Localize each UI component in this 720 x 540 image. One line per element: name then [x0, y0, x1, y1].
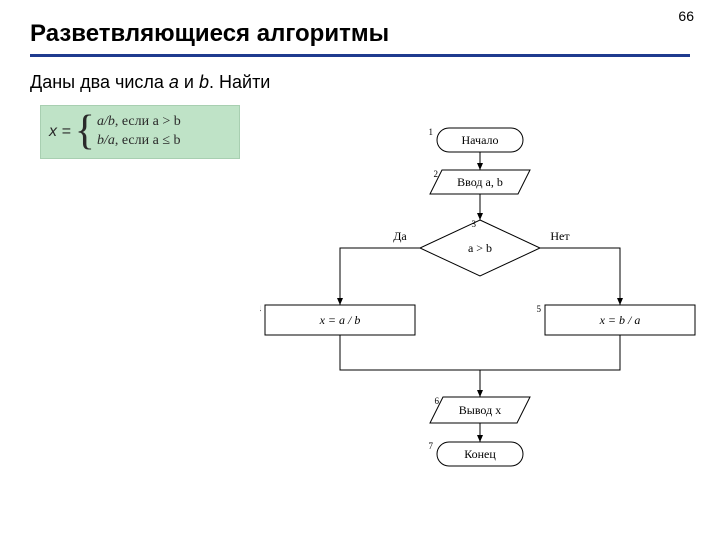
case1-expr: a/b — [97, 114, 115, 129]
svg-text:7: 7 — [429, 441, 434, 451]
flowchart-svg: Да Нет Начало 1 Ввод a, b 2 a > b 3 x = a / b 4 x … — [260, 110, 700, 520]
case2-expr: b/a — [97, 133, 115, 148]
svg-text:4: 4 — [260, 304, 262, 314]
formula-case-2: b/a, если a ≤ b — [97, 132, 181, 151]
svg-text:Ввод a, b: Ввод a, b — [457, 175, 503, 189]
svg-text:6: 6 — [435, 396, 440, 406]
svg-text:x = b / a: x = b / a — [599, 313, 641, 327]
case2-cond: , если a ≤ b — [115, 133, 181, 148]
svg-text:2: 2 — [434, 169, 439, 179]
subtitle-and: и — [179, 72, 199, 92]
formula-cases: a/b, если a > b b/a, если a ≤ b — [97, 113, 181, 151]
svg-text:1: 1 — [429, 127, 434, 137]
flowchart: Да Нет Начало 1 Ввод a, b 2 a > b 3 x = a / b 4 x … — [260, 110, 700, 520]
problem-statement: Даны два числа a и b. Найти — [30, 72, 270, 93]
brace-icon: { — [75, 110, 95, 152]
var-b: b — [199, 72, 209, 92]
formula-lhs: x = — [49, 123, 71, 141]
svg-text:x = a / b: x = a / b — [319, 313, 361, 327]
page-title: Разветвляющиеся алгоритмы — [30, 20, 389, 48]
svg-text:5: 5 — [537, 304, 542, 314]
var-a: a — [169, 72, 179, 92]
case1-cond: , если a > b — [115, 114, 181, 129]
title-rule — [30, 54, 690, 57]
svg-text:Нет: Нет — [550, 229, 570, 243]
svg-text:Начало: Начало — [462, 133, 499, 147]
svg-text:3: 3 — [472, 219, 477, 229]
svg-text:Да: Да — [393, 229, 407, 243]
svg-text:a > b: a > b — [468, 241, 492, 255]
svg-text:Вывод x: Вывод x — [459, 403, 501, 417]
subtitle-suffix: . Найти — [209, 72, 270, 92]
subtitle-prefix: Даны два числа — [30, 72, 169, 92]
svg-text:Конец: Конец — [464, 447, 496, 461]
formula-box: x = { a/b, если a > b b/a, если a ≤ b — [40, 105, 240, 159]
formula-case-1: a/b, если a > b — [97, 113, 181, 132]
page-number: 66 — [678, 8, 694, 24]
